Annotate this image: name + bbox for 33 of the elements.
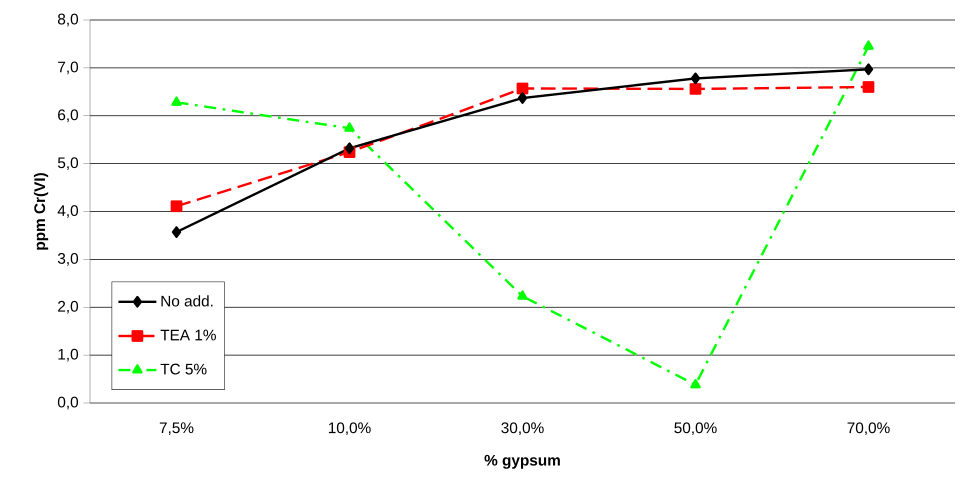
- y-tick-label: 4,0: [58, 205, 78, 218]
- point: [690, 378, 701, 388]
- x-tick-label: 7,5%: [160, 422, 194, 435]
- point: [344, 122, 355, 132]
- y-tick-label: 2,0: [58, 300, 78, 314]
- point: [518, 92, 528, 104]
- point: [864, 63, 874, 76]
- x-tick-label: 10,0%: [328, 422, 371, 436]
- point: [862, 81, 874, 93]
- legend-label: No add.: [161, 295, 213, 307]
- point: [517, 290, 528, 300]
- legend-label: TC 5%: [160, 364, 207, 375]
- y-tick-label: 8,0: [58, 14, 78, 26]
- y-tick-label: 6,0: [58, 109, 78, 122]
- point: [516, 82, 528, 94]
- point: [172, 226, 182, 238]
- y-tick-label: 5,0: [58, 157, 78, 170]
- point: [170, 200, 182, 212]
- y-tick-label: 7,0: [58, 62, 78, 74]
- point: [690, 72, 700, 84]
- x-tick-label: 30,0%: [501, 422, 544, 436]
- y-axis-title: ppm Cr(VI): [34, 173, 48, 250]
- point: [344, 142, 354, 154]
- y-tick-label: 1,0: [58, 348, 78, 362]
- x-tick-label: 70,0%: [848, 422, 890, 436]
- legend-label: TEA 1%: [160, 330, 216, 340]
- y-tick-label: 0,0: [58, 396, 78, 410]
- point: [863, 40, 874, 50]
- point: [171, 96, 182, 106]
- x-axis-title: % gypsum: [484, 454, 560, 469]
- point: [690, 83, 702, 95]
- y-tick-label: 3,0: [58, 253, 78, 266]
- x-tick-label: 50,0%: [674, 422, 717, 436]
